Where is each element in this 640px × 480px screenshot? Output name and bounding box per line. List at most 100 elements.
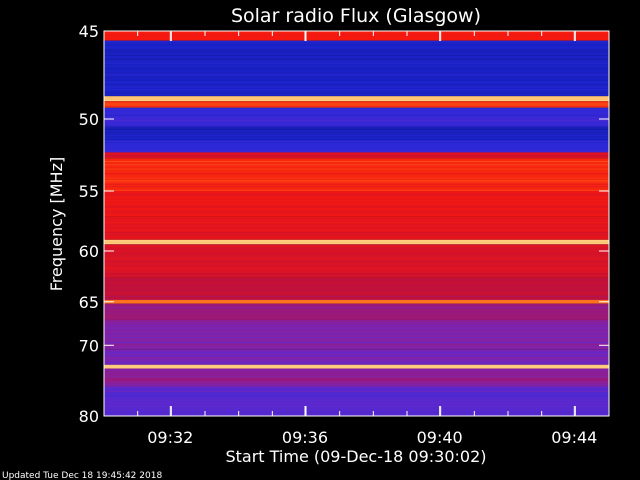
axis-ticks: 45 50 55 60 65 70 80 09:32 09:36 09:40 09:44: [79, 22, 610, 447]
texture-line: [104, 227, 609, 229]
frequency-band-4: [104, 107, 609, 116]
texture-line: [104, 266, 609, 268]
y-tick-label: 60: [79, 242, 99, 261]
texture-line: [104, 196, 609, 198]
texture-line: [104, 256, 609, 258]
texture-line: [104, 342, 609, 344]
texture-line: [104, 168, 609, 170]
texture-line: [104, 34, 609, 36]
texture-line: [104, 288, 609, 290]
texture-line: [104, 296, 609, 298]
texture-line: [104, 153, 609, 155]
y-tick-label: 55: [79, 182, 99, 201]
texture-line: [104, 210, 609, 212]
texture-line: [104, 282, 609, 284]
texture-line: [104, 248, 609, 250]
texture-line: [104, 352, 609, 354]
frequency-band-3: [104, 101, 609, 108]
frequency-band-19: [104, 364, 609, 369]
frequency-band-8: [104, 152, 609, 159]
texture-line: [104, 214, 609, 216]
texture-line: [104, 271, 609, 273]
texture-line: [104, 383, 609, 385]
texture-line: [104, 347, 609, 349]
frequency-band-15: [104, 299, 609, 304]
texture-line: [104, 390, 609, 392]
texture-line: [104, 386, 609, 388]
texture-line: [104, 235, 609, 237]
frequency-band-2: [104, 96, 609, 102]
texture-line: [104, 237, 609, 239]
texture-line: [104, 38, 609, 40]
updated-timestamp: Updated Tue Dec 18 19:45:42 2018: [2, 471, 162, 480]
frequency-band-5: [104, 115, 609, 127]
y-tick-label: 50: [79, 110, 99, 129]
texture-line: [104, 79, 609, 81]
texture-line: [104, 229, 609, 231]
texture-line: [104, 44, 609, 46]
texture-line: [104, 144, 609, 146]
texture-line: [104, 77, 609, 79]
texture-line: [104, 63, 609, 65]
texture-line: [104, 410, 609, 412]
texture-line: [104, 220, 609, 222]
texture-line: [104, 128, 609, 130]
texture-line: [104, 54, 609, 56]
texture-line: [104, 159, 609, 161]
texture-line: [104, 216, 609, 218]
texture-line: [104, 139, 609, 141]
texture-line: [104, 58, 609, 60]
texture-line: [104, 186, 609, 188]
texture-line: [104, 399, 609, 401]
texture-line: [104, 201, 609, 203]
texture-line: [104, 173, 609, 175]
texture-line: [104, 298, 609, 300]
texture-line: [104, 273, 609, 275]
texture-line: [104, 142, 609, 144]
texture-line: [104, 372, 609, 374]
texture-line: [104, 155, 609, 157]
texture-line: [104, 134, 609, 136]
y-tick-label: 65: [79, 293, 99, 312]
texture-line: [104, 52, 609, 54]
texture-line: [104, 206, 609, 208]
texture-line: [104, 92, 609, 94]
texture-line: [104, 177, 609, 179]
texture-line: [104, 339, 609, 341]
texture-line: [104, 119, 609, 121]
texture-line: [104, 46, 609, 48]
texture-line: [104, 194, 609, 196]
texture-line: [104, 311, 609, 313]
texture-line: [104, 369, 609, 371]
frequency-band-0: [104, 31, 609, 41]
texture-line: [104, 317, 609, 319]
texture-line: [104, 320, 609, 322]
texture-line: [104, 124, 609, 126]
texture-line: [104, 225, 609, 227]
texture-line: [104, 137, 609, 139]
texture-line: [104, 363, 609, 365]
texture-line: [104, 89, 609, 91]
texture-line: [104, 117, 609, 119]
texture-line: [104, 344, 609, 346]
texture-line: [104, 189, 609, 191]
texture-line: [104, 249, 609, 251]
texture-line: [104, 384, 609, 386]
texture-line: [104, 374, 609, 376]
texture-line: [104, 402, 609, 404]
texture-line: [104, 69, 609, 71]
texture-line: [104, 324, 609, 326]
texture-line: [104, 405, 609, 407]
frequency-band-7: [104, 140, 609, 153]
texture-line: [104, 68, 609, 70]
texture-line: [104, 122, 609, 124]
texture-line: [104, 333, 609, 335]
texture-line: [104, 222, 609, 224]
texture-line: [104, 40, 609, 42]
texture-line: [104, 263, 609, 265]
texture-line: [104, 253, 609, 255]
y-tick-label: 45: [79, 22, 99, 41]
frequency-band-6: [104, 126, 609, 141]
texture-line: [104, 167, 609, 169]
texture-line: [104, 205, 609, 207]
